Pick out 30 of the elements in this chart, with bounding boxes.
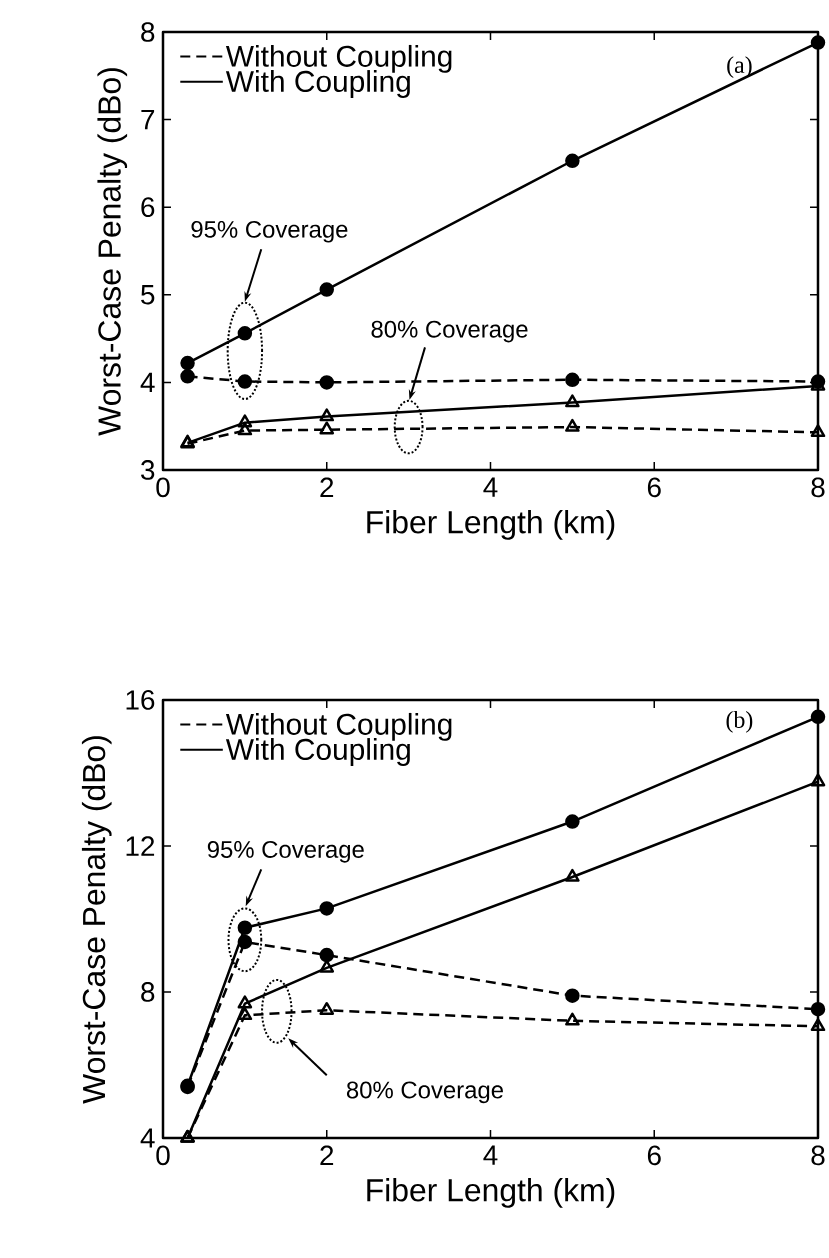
x-tick-label: 8	[811, 477, 825, 498]
y-tick-label: 8	[141, 22, 155, 42]
x-axis-title: Fiber Length (km)	[367, 1178, 615, 1208]
x-tick-label: 0	[156, 477, 170, 498]
x-tick-label: 6	[647, 1145, 661, 1166]
x-axis-title: Fiber Length (km)	[367, 510, 615, 540]
x-tick-label: 8	[811, 1145, 825, 1166]
y-tick-label: 5	[141, 285, 155, 305]
y-tick-label: 16	[126, 690, 155, 710]
y-axis-title: Worst-Case Penalty (dBo)	[81, 736, 112, 1104]
y-tick-label: 4	[140, 1128, 155, 1148]
y-tick-label: 7	[141, 110, 155, 130]
annotation: (a)	[727, 56, 752, 78]
y-axis-title: Worst-Case Penalty (dBo)	[97, 68, 128, 436]
annotation: 95% Coverage	[207, 841, 364, 863]
y-tick-label: 8	[141, 982, 155, 1002]
x-tick-label: 6	[647, 477, 661, 498]
annotation: 95% Coverage	[191, 220, 348, 243]
x-tick-label: 4	[483, 1145, 498, 1165]
x-tick-label: 0	[156, 1145, 170, 1166]
annotation: 80% Coverage	[371, 320, 528, 343]
x-tick-label: 2	[320, 477, 334, 497]
annotation: 80% Coverage	[346, 1081, 503, 1104]
y-tick-label: 3	[141, 460, 155, 480]
annotation: (b)	[726, 711, 753, 733]
x-tick-label: 2	[320, 1145, 334, 1165]
x-tick-label: 4	[483, 477, 498, 497]
y-tick-label: 4	[140, 372, 155, 392]
y-tick-label: 12	[126, 836, 155, 856]
y-tick-label: 6	[141, 197, 155, 218]
